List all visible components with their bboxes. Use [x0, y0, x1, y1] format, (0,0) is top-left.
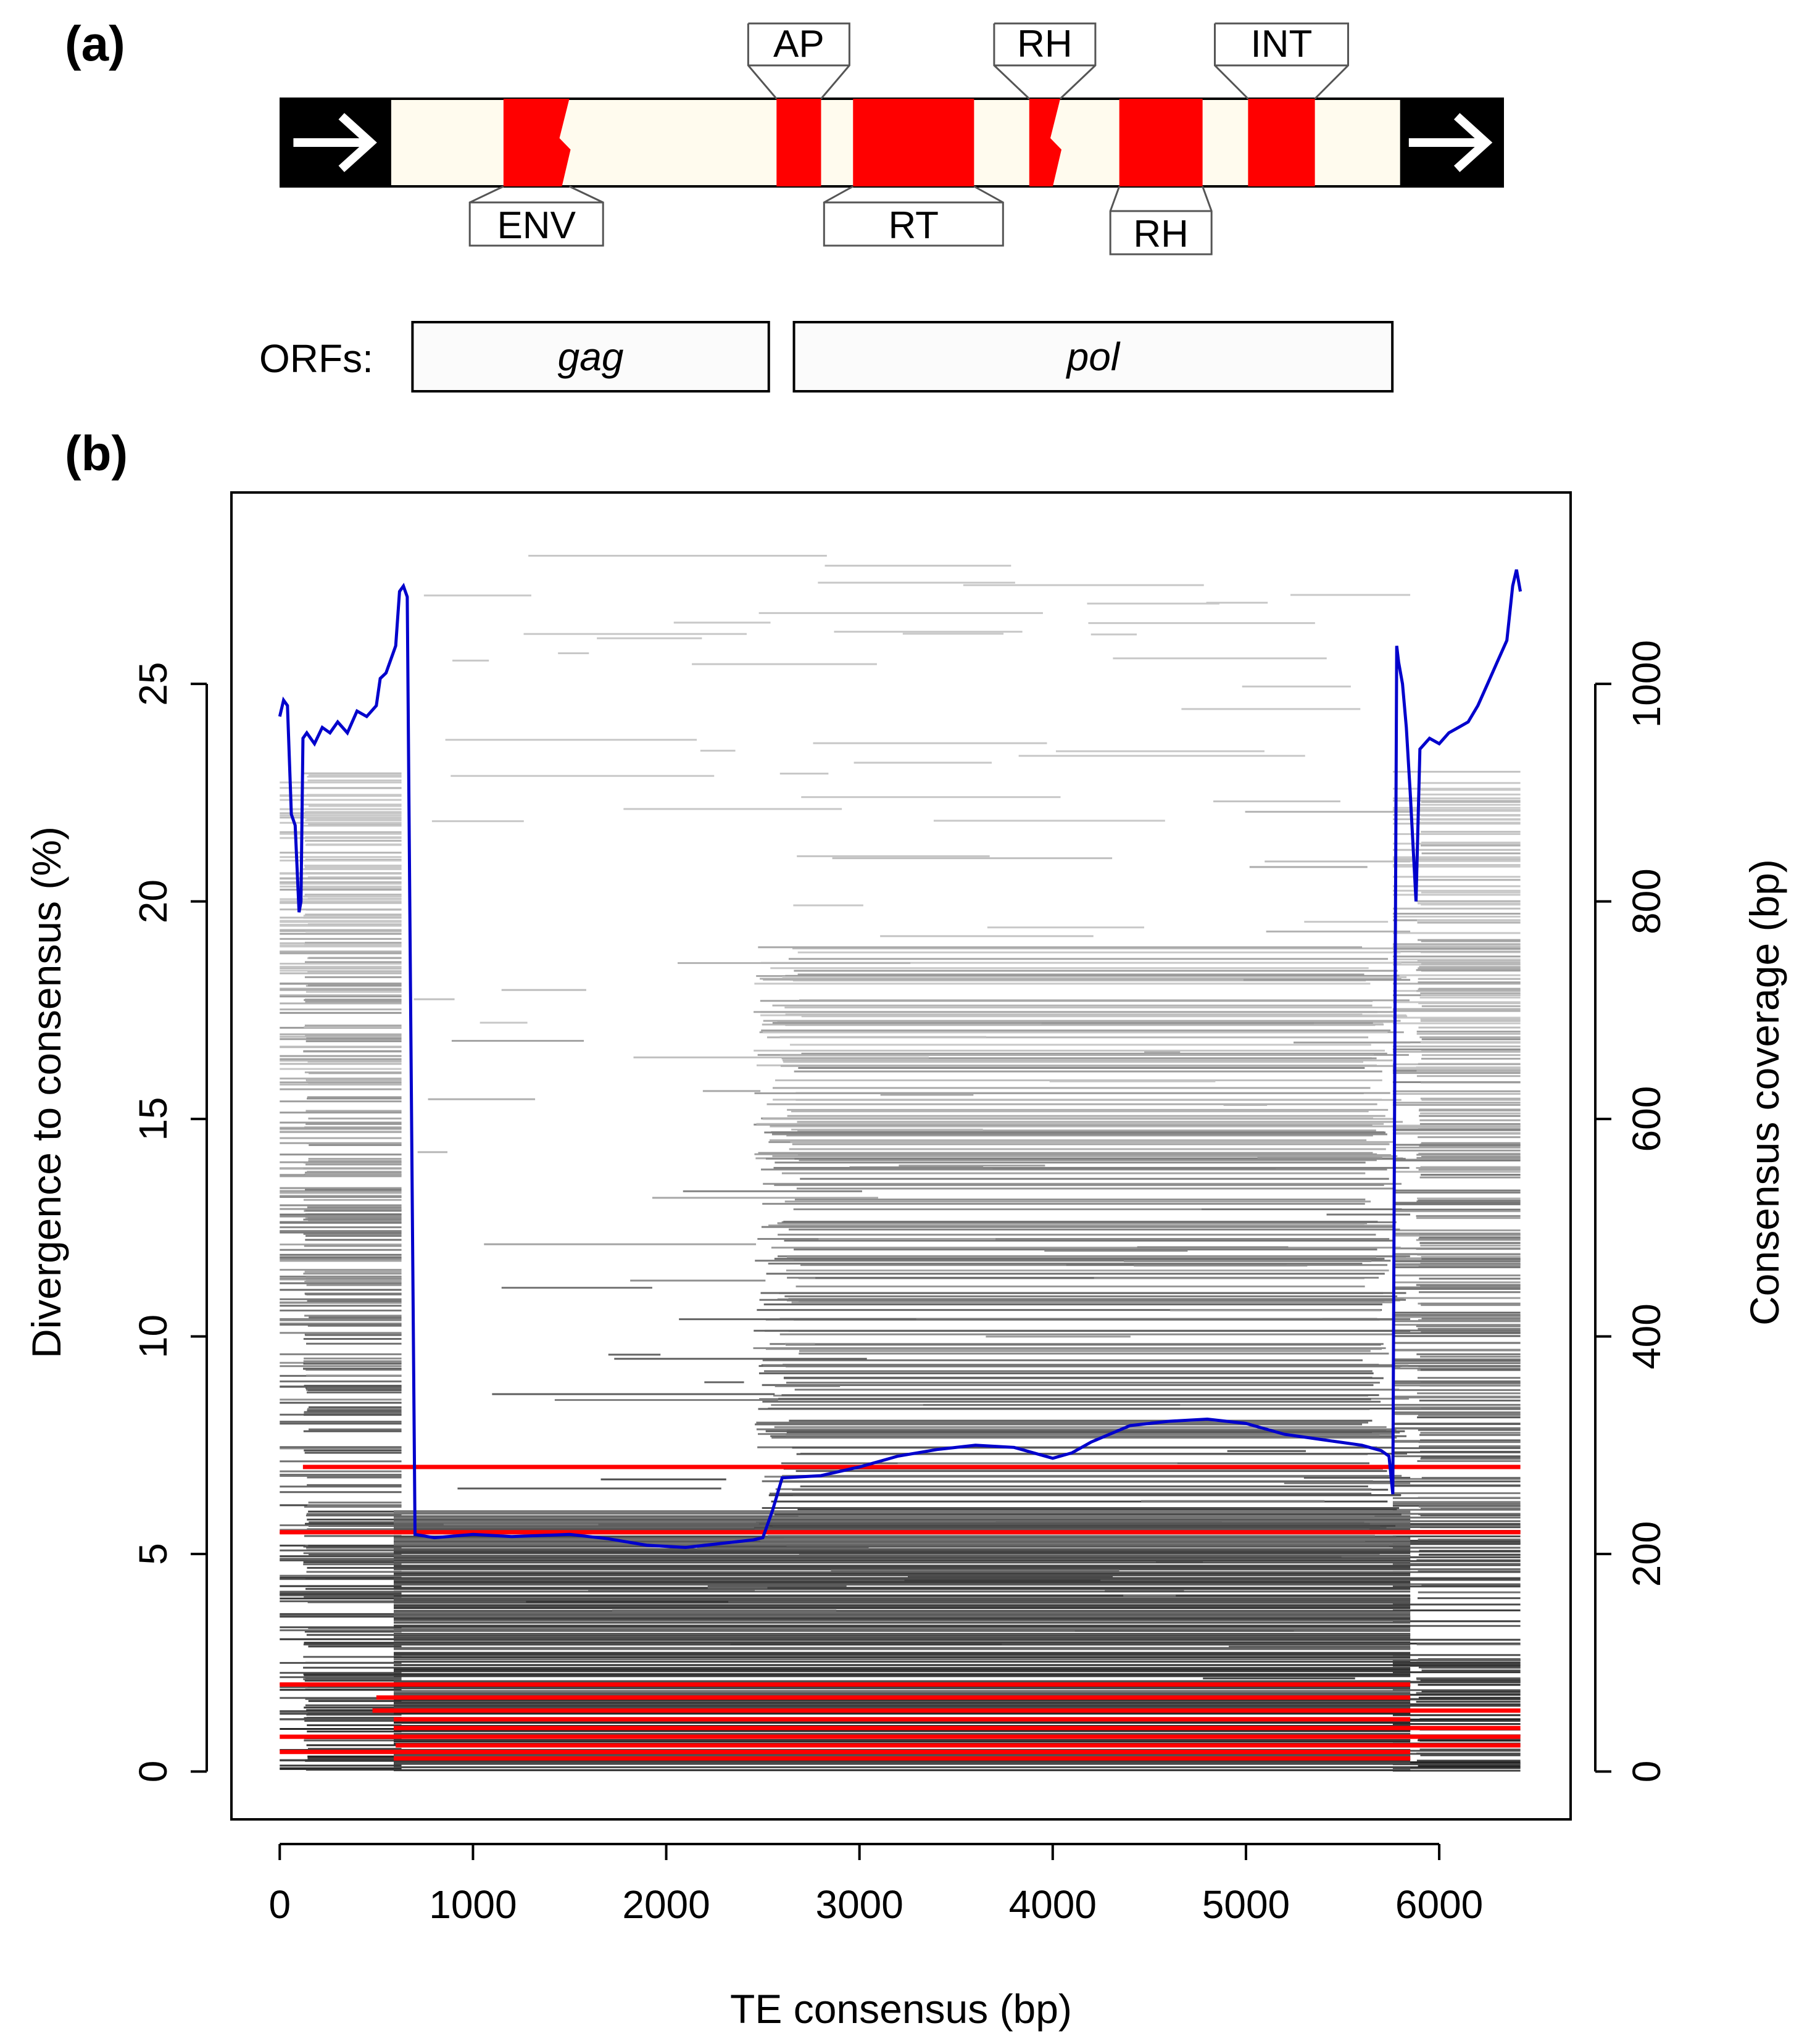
domain-label-rh: RH	[993, 22, 1097, 100]
orf-box	[411, 321, 770, 393]
orf-label: gag	[558, 334, 624, 379]
domain-labels: ENV AP RT RH RH INT	[468, 22, 1349, 255]
domain-label-text: RH	[1017, 23, 1073, 65]
domain-rh-block	[1029, 99, 1061, 186]
x-tick-label: 4000	[1009, 1882, 1097, 1927]
x-tick-label: 2000	[622, 1882, 710, 1927]
domain-label-callout	[1214, 22, 1349, 100]
domain-rh-block	[1119, 99, 1203, 186]
panel-a-label: (a)	[65, 16, 125, 71]
red-copy-lines	[280, 1464, 1521, 1761]
te-structure-panel: ENV AP RT RH RH INT ORFs: gag pol	[259, 22, 1504, 393]
x-tick-label: 1000	[429, 1882, 517, 1927]
y-tick-label-right: 0	[1624, 1761, 1669, 1783]
domain-env-block	[503, 99, 571, 186]
copy-segments	[280, 554, 1521, 1772]
x-axis-title: TE consensus (bp)	[730, 1986, 1072, 2032]
domain-label-text: RH	[1133, 213, 1189, 255]
orf-pol: pol	[792, 321, 1394, 393]
plot-frame	[230, 491, 1572, 1821]
domain-label-callout	[823, 185, 1004, 247]
y-tick-label-left: 0	[131, 1761, 175, 1783]
domain-rt-block	[853, 99, 974, 186]
ltr-arrow-icon	[293, 113, 377, 172]
x-tick-label: 3000	[815, 1882, 903, 1927]
y-tick-label-right: 800	[1624, 868, 1669, 934]
domain-label-text: RT	[889, 204, 939, 247]
domain-label-callout	[468, 185, 604, 247]
domain-label-text: AP	[773, 23, 824, 65]
y-tick-label-right: 600	[1624, 1086, 1669, 1152]
x-tick-label: 6000	[1395, 1882, 1483, 1927]
y-tick-label-left: 10	[131, 1315, 175, 1358]
y-axis-title-left: Divergence to consensus (%)	[23, 826, 69, 1358]
domain-label-env: ENV	[468, 185, 604, 247]
y-tick-label-right: 400	[1624, 1303, 1669, 1369]
x-axis: 0 1000 2000 3000 4000 5000 6000	[268, 1843, 1483, 1927]
orf-box	[792, 321, 1394, 393]
divergence-chart: 0 1000 2000 3000 4000 5000 6000 0 5 10 15 20 25 0 20…	[23, 491, 1787, 2032]
coverage-line	[278, 569, 1522, 1549]
domain-label-callout	[747, 22, 850, 99]
y-tick-label-left: 20	[131, 879, 175, 923]
y-tick-label-right: 200	[1624, 1521, 1669, 1587]
domain-label-callout	[1109, 186, 1213, 255]
domain-int-block	[1248, 99, 1315, 186]
ltr-arrow-icon	[1408, 113, 1493, 172]
element-bar	[280, 98, 1504, 188]
domain-ap-block	[776, 99, 821, 186]
domain-label-text: INT	[1251, 23, 1313, 65]
panel-b-label: (b)	[65, 426, 128, 481]
y-tick-label-left: 25	[131, 662, 175, 706]
orf-gag: gag	[411, 321, 770, 393]
domain-label-ap: AP	[747, 22, 850, 99]
x-tick-label: 0	[268, 1882, 291, 1927]
domain-label-callout	[993, 22, 1097, 100]
domain-label-rt: RT	[823, 185, 1004, 247]
y-tick-label-right: 1000	[1624, 640, 1669, 728]
y-axis-right: 0 200 400 600 800 1000	[1594, 640, 1669, 1783]
y-tick-label-left: 15	[131, 1097, 175, 1140]
y-axis-left: 0 5 10 15 20 25	[131, 662, 208, 1783]
domain-label-int: INT	[1214, 22, 1349, 100]
domain-label-text: ENV	[497, 204, 576, 247]
orf-label: pol	[1066, 334, 1121, 379]
orf-boxes: gag pol	[411, 321, 1394, 393]
y-tick-label-left: 5	[131, 1543, 175, 1565]
x-tick-label: 5000	[1202, 1882, 1290, 1927]
y-axis-title-right: Consensus coverage (bp)	[1742, 859, 1787, 1326]
domain-label-rh: RH	[1109, 186, 1213, 255]
orfs-label: ORFs:	[259, 336, 373, 381]
